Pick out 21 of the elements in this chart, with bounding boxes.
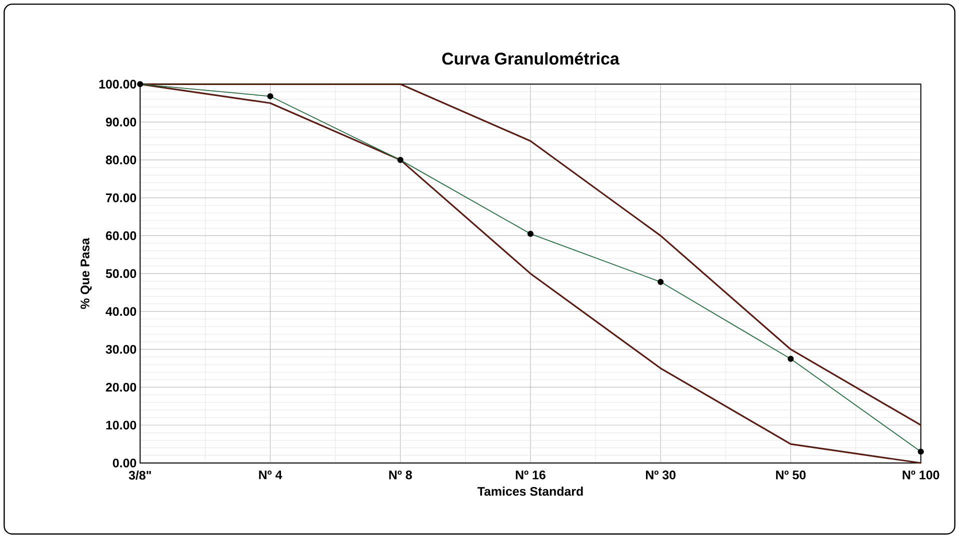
x-tick-label: Nº 50 <box>776 470 806 480</box>
y-tick-label: 0.00 <box>112 458 136 468</box>
x-axis-title: Tamices Standard <box>477 486 583 496</box>
x-tick-label: Nº 16 <box>516 470 546 480</box>
y-tick-label: 80.00 <box>106 155 136 164</box>
x-tick-label: 3/8" <box>128 470 151 480</box>
x-tick-label: Nº 100 <box>902 470 940 480</box>
y-tick-label: 90.00 <box>106 118 136 126</box>
y-tick-label: 10.00 <box>106 420 136 430</box>
x-tick-label: Nº 30 <box>646 470 676 480</box>
y-tick-label: 20.00 <box>106 382 136 392</box>
y-tick-label: 40.00 <box>106 306 136 316</box>
y-tick-label: 70.00 <box>106 193 136 202</box>
y-tick-label: 60.00 <box>106 231 136 240</box>
y-tick-label: 100.00 <box>99 80 136 88</box>
y-tick-label: 30.00 <box>106 344 136 354</box>
y-tick-label: 50.00 <box>106 269 136 278</box>
y-axis-title: % Que Pasa <box>80 238 92 309</box>
x-tick-label: Nº 4 <box>259 470 282 480</box>
chart-title: Curva Granulométrica <box>442 52 620 65</box>
x-tick-label: Nº 8 <box>389 470 412 480</box>
